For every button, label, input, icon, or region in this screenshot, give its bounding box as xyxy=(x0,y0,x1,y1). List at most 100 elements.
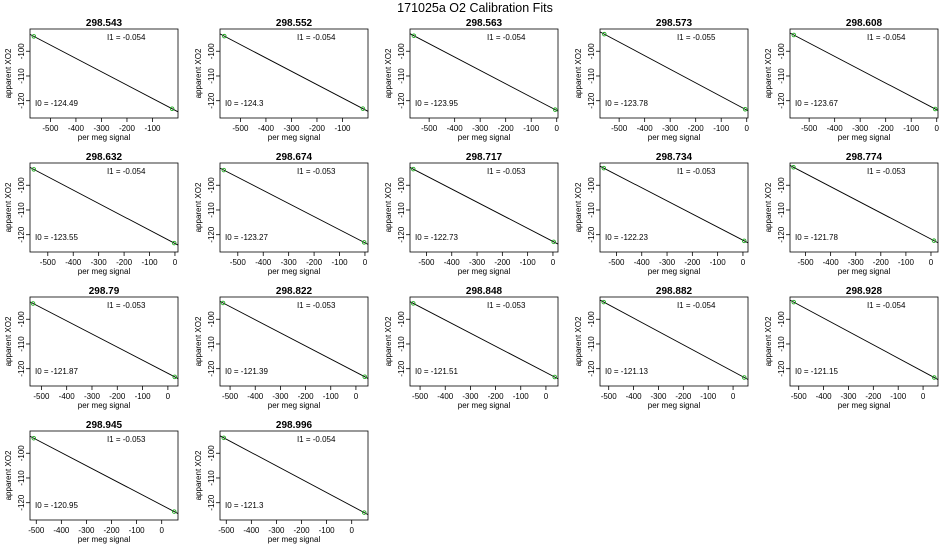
x-tick-label: -100 xyxy=(513,392,530,401)
x-tick-label: -100 xyxy=(898,258,915,267)
x-tick-label: -200 xyxy=(488,392,505,401)
slope-annotation: I1 = -0.053 xyxy=(487,301,526,310)
panel-title: 298.996 xyxy=(276,420,313,431)
x-tick-label: -300 xyxy=(462,392,479,401)
x-tick-label: -200 xyxy=(309,124,326,133)
x-tick-label: -300 xyxy=(848,258,865,267)
x-tick-label: -500 xyxy=(222,392,239,401)
fit-line xyxy=(219,300,369,379)
x-tick-label: -400 xyxy=(447,124,464,133)
y-tick-label: -110 xyxy=(777,336,786,352)
panel-title: 298.79 xyxy=(89,286,120,297)
x-tick-label: 0 xyxy=(731,392,736,401)
x-tick-label: -500 xyxy=(33,392,50,401)
data-point xyxy=(171,509,177,514)
fit-line xyxy=(409,167,559,245)
plot-frame xyxy=(789,296,939,387)
y-axis-label: apparent XO2 xyxy=(384,316,393,366)
data-point xyxy=(361,510,367,515)
data-point xyxy=(602,31,607,37)
calibration-panel: 298.822 -500 -400 -300 -200 -100 0 -100 -110 -120… xyxy=(194,286,369,410)
y-axis-label: apparent XO2 xyxy=(574,182,583,232)
plot-frame xyxy=(219,28,369,119)
y-tick-label: -110 xyxy=(17,470,26,486)
x-axis-label: per meg signal xyxy=(268,133,321,142)
y-tick-label: -120 xyxy=(17,494,26,511)
x-tick-label: -400 xyxy=(816,392,833,401)
y-tick-label: -110 xyxy=(777,202,786,218)
x-tick-label: -200 xyxy=(109,392,126,401)
calibration-panel: 298.734 -500 -400 -300 -200 -100 0 -100 -110 -120… xyxy=(574,152,749,276)
fit-line xyxy=(789,32,939,111)
x-tick-label: -500 xyxy=(230,258,247,267)
plot-frame xyxy=(219,296,369,387)
x-tick-label: -200 xyxy=(688,124,705,133)
fit-line xyxy=(409,33,559,112)
x-axis-label: per meg signal xyxy=(648,133,701,142)
data-point xyxy=(411,301,416,306)
y-tick-label: -120 xyxy=(17,226,26,243)
x-axis-label: per meg signal xyxy=(268,401,321,410)
x-tick-label: -300 xyxy=(283,124,300,133)
panel-title: 298.848 xyxy=(466,286,503,297)
plot-frame xyxy=(219,430,369,521)
data-point xyxy=(31,167,37,172)
y-tick-label: -100 xyxy=(587,177,596,194)
data-point xyxy=(791,299,796,305)
y-axis-label: apparent XO2 xyxy=(764,316,773,366)
y-tick-label: -120 xyxy=(587,92,596,109)
x-tick-label: -300 xyxy=(91,258,108,267)
plot-frame xyxy=(599,28,749,119)
x-tick-label: -500 xyxy=(28,526,45,535)
x-tick-label: 0 xyxy=(934,124,939,133)
y-tick-label: -100 xyxy=(207,43,216,60)
x-tick-label: -400 xyxy=(53,526,70,535)
x-tick-label: -300 xyxy=(852,124,869,133)
slope-annotation: I1 = -0.054 xyxy=(297,33,336,42)
x-tick-label: -100 xyxy=(323,392,340,401)
data-point xyxy=(411,33,417,38)
plot-frame xyxy=(789,28,939,119)
data-point xyxy=(362,374,367,379)
y-tick-label: -100 xyxy=(587,43,596,60)
y-axis-label: apparent XO2 xyxy=(384,182,393,232)
y-tick-label: -120 xyxy=(397,226,406,243)
y-tick-label: -110 xyxy=(207,68,216,84)
fit-line xyxy=(599,165,749,244)
x-tick-label: -100 xyxy=(520,258,537,267)
y-tick-label: -100 xyxy=(17,43,26,60)
x-tick-label: -300 xyxy=(93,124,110,133)
x-tick-label: -300 xyxy=(650,392,667,401)
calibration-panel: 298.928 -500 -400 -300 -200 -100 0 -100 -110 -120… xyxy=(764,286,939,410)
y-tick-label: -110 xyxy=(17,202,26,218)
x-tick-label: -200 xyxy=(306,258,323,267)
y-tick-label: -120 xyxy=(587,226,596,243)
x-tick-label: 0 xyxy=(921,392,926,401)
x-tick-label: -500 xyxy=(601,392,618,401)
x-axis-label: per meg signal xyxy=(458,267,511,276)
intercept-annotation: I0 = -123.27 xyxy=(225,233,268,242)
x-tick-label: 0 xyxy=(551,258,556,267)
x-axis-label: per meg signal xyxy=(648,401,701,410)
x-tick-label: -300 xyxy=(84,392,101,401)
data-point xyxy=(411,166,416,172)
intercept-annotation: I0 = -121.39 xyxy=(225,367,268,376)
data-point xyxy=(932,375,937,380)
plot-frame xyxy=(29,162,179,253)
figure-title: 171025a O2 Calibration Fits xyxy=(397,1,553,15)
y-tick-label: -110 xyxy=(397,202,406,218)
calibration-panel: 298.848 -500 -400 -300 -200 -100 0 -100 -110 -120… xyxy=(384,286,559,410)
slope-annotation: I1 = -0.054 xyxy=(107,33,146,42)
x-tick-label: 0 xyxy=(929,258,934,267)
y-tick-label: -110 xyxy=(587,68,596,84)
x-tick-label: -200 xyxy=(675,392,692,401)
panel-title: 298.543 xyxy=(86,18,123,29)
data-point xyxy=(551,239,556,245)
x-tick-label: -400 xyxy=(823,258,840,267)
slope-annotation: I1 = -0.053 xyxy=(867,167,906,176)
plot-frame xyxy=(409,162,559,253)
y-tick-label: -100 xyxy=(587,311,596,328)
y-tick-label: -110 xyxy=(17,336,26,352)
x-tick-label: -500 xyxy=(218,526,235,535)
